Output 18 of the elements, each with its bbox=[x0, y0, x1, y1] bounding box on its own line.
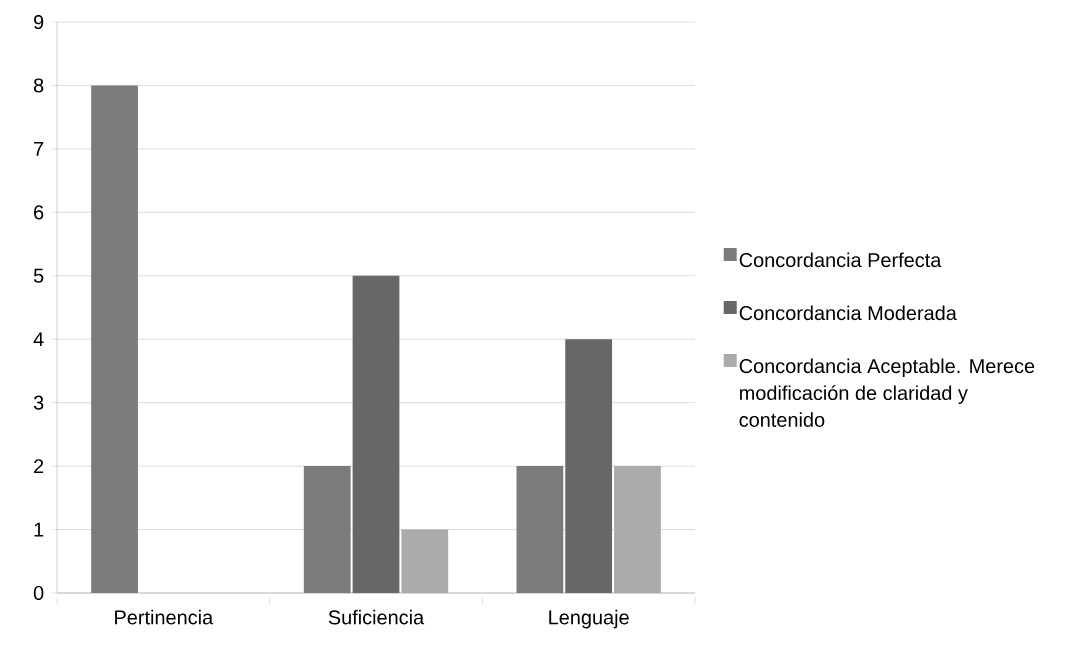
legend-label: Concordancia Moderada bbox=[739, 305, 957, 321]
y-tick-label: 8 bbox=[33, 78, 44, 93]
y-tick-label: 4 bbox=[33, 332, 44, 347]
y-tick-label: 0 bbox=[33, 585, 44, 601]
y-tick-label: 9 bbox=[34, 14, 44, 30]
y-tick-label: 7 bbox=[34, 142, 44, 156]
y-tick-label: 6 bbox=[34, 205, 44, 220]
y-tick-label: 2 bbox=[34, 459, 44, 474]
x-tick-label: Suficiencia bbox=[328, 609, 425, 625]
x-tick-label: Lenguaje bbox=[549, 609, 629, 629]
y-tick-label: 1 bbox=[34, 522, 44, 537]
legend-label: Concordancia Perfecta bbox=[739, 252, 942, 268]
bar bbox=[565, 339, 613, 593]
y-tick-label: 3 bbox=[33, 395, 44, 410]
x-tick-label: Pertinencia bbox=[115, 609, 214, 625]
legend-label: Concordancia Aceptable. Merece modificación de claridad y contenido bbox=[739, 358, 1035, 427]
y-tick-label: 5 bbox=[33, 268, 44, 283]
bar bbox=[352, 275, 400, 593]
